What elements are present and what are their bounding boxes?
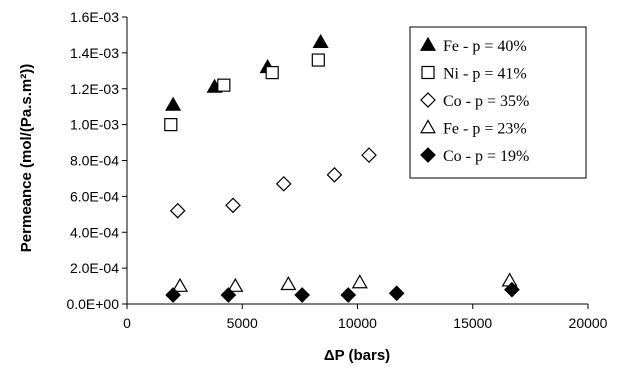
data-point xyxy=(311,53,325,67)
data-point xyxy=(275,175,292,192)
y-tick-label: 1.0E-03 xyxy=(70,117,119,133)
y-tick-label: 8.0E-04 xyxy=(70,153,119,169)
data-point xyxy=(501,272,518,287)
legend-item: Ni - p = 41% xyxy=(421,65,527,83)
legend-item: Fe - p = 40% xyxy=(419,36,527,55)
legend: Fe - p = 40% Ni - p = 41% Co - p = 35% Fe -… xyxy=(409,26,587,179)
data-point xyxy=(504,281,520,298)
y-tick-label: 0.0E+00 xyxy=(66,296,119,312)
data-point xyxy=(169,202,186,219)
x-axis-ticks: 0 5000 10000 15000 20000 xyxy=(123,304,608,331)
data-point xyxy=(171,277,189,292)
legend-marker-icon xyxy=(419,119,437,134)
y-tick-label: 4.0E-04 xyxy=(70,224,119,240)
series-3 xyxy=(171,272,518,292)
legend-label: Fe - p = 23% xyxy=(443,121,527,138)
series-4 xyxy=(165,281,520,303)
y-tick-label: 1.4E-03 xyxy=(70,45,119,61)
legend-label: Co - p = 35% xyxy=(443,93,529,110)
x-tick-label: 20000 xyxy=(569,315,608,331)
legend-label: Fe - p = 40% xyxy=(443,38,527,55)
legend-marker-icon xyxy=(420,147,436,163)
data-point xyxy=(217,78,231,92)
series-0 xyxy=(165,33,329,111)
legend-label: Ni - p = 41% xyxy=(443,66,527,83)
legend-marker-icon xyxy=(420,92,436,108)
legend-item: Co - p = 35% xyxy=(420,92,529,110)
data-point xyxy=(165,287,181,303)
y-tick-label: 2.0E-04 xyxy=(70,260,119,276)
legend-box xyxy=(409,26,587,179)
legend-item: Co - p = 19% xyxy=(420,147,529,165)
legend-item: Fe - p = 23% xyxy=(419,119,527,138)
legend-items: Fe - p = 40% Ni - p = 41% Co - p = 35% Fe -… xyxy=(419,36,529,165)
x-tick-label: 0 xyxy=(123,315,131,331)
y-axis-title: Permeance (mol/(Pa.s.m²)) xyxy=(18,64,35,252)
x-axis-title: ΔP (bars) xyxy=(324,347,390,364)
y-tick-label: 1.2E-03 xyxy=(70,81,119,97)
data-point xyxy=(265,66,279,80)
y-tick-label: 6.0E-04 xyxy=(70,188,119,204)
data-point xyxy=(165,96,182,111)
data-point xyxy=(388,285,405,302)
x-tick-label: 15000 xyxy=(453,315,492,331)
data-point xyxy=(225,197,241,214)
x-tick-label: 5000 xyxy=(227,315,258,331)
series-2 xyxy=(169,147,377,219)
series-1 xyxy=(164,53,325,132)
data-point xyxy=(220,287,237,303)
data-point xyxy=(351,274,368,289)
data-point xyxy=(312,33,329,48)
data-point xyxy=(326,167,343,183)
data-point xyxy=(164,118,178,132)
data-point xyxy=(361,147,377,163)
y-tick-label: 1.6E-03 xyxy=(70,9,119,25)
legend-marker-icon xyxy=(421,65,435,80)
data-point xyxy=(340,287,357,303)
x-tick-label: 10000 xyxy=(338,315,377,331)
data-point xyxy=(280,276,297,291)
data-points xyxy=(164,33,520,303)
legend-marker-icon xyxy=(419,36,437,51)
legend-label: Co - p = 19% xyxy=(443,148,529,165)
data-point xyxy=(227,277,244,292)
data-point xyxy=(294,287,311,303)
y-axis-ticks: 0.0E+00 2.0E-04 4.0E-04 6.0E-04 8.0E-04 1.0E-… xyxy=(66,9,127,312)
